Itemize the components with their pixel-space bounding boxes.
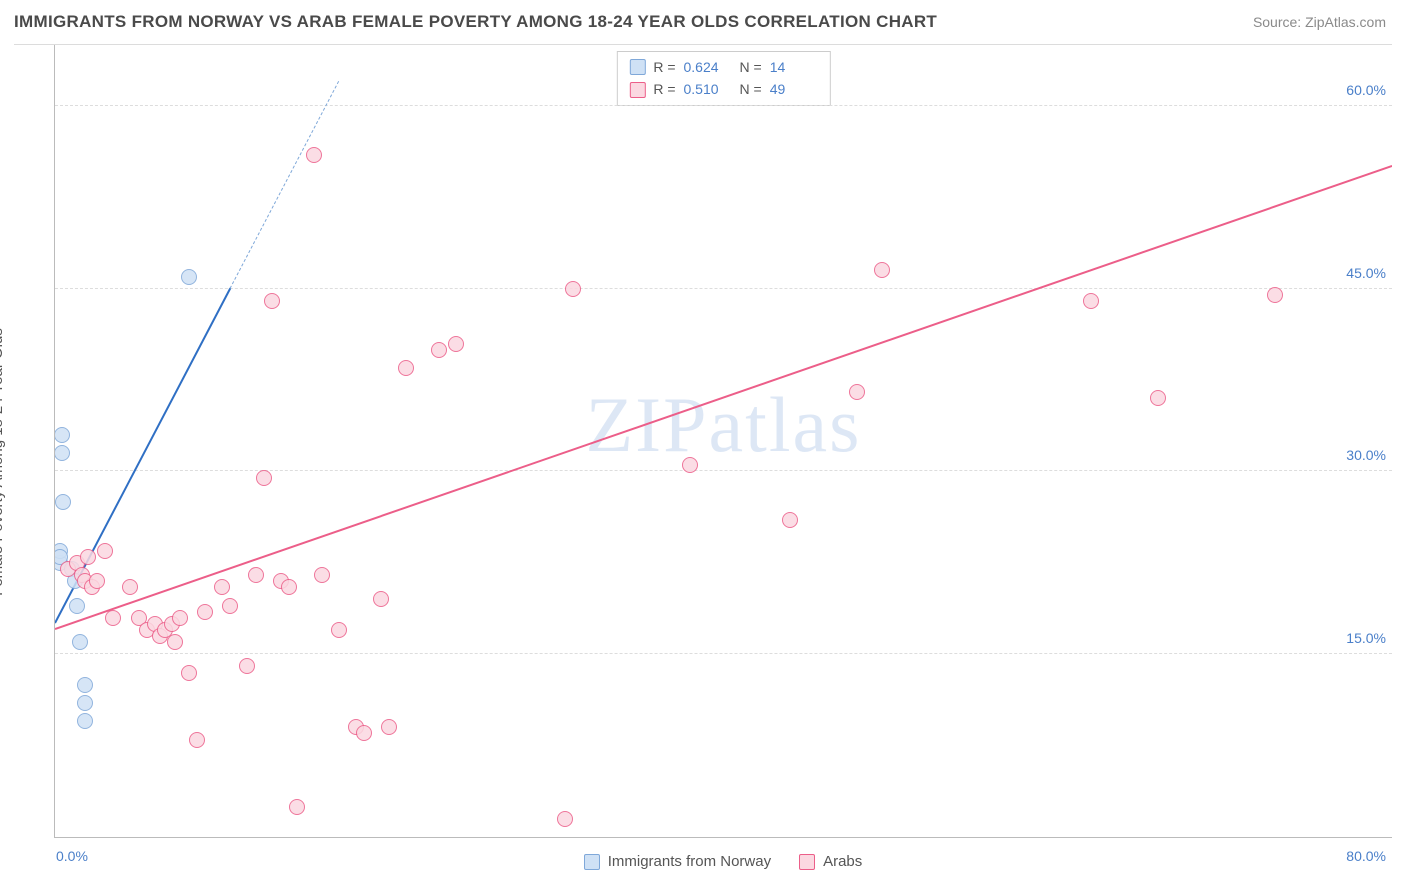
data-point xyxy=(122,579,138,595)
data-point xyxy=(306,147,322,163)
stat-label-r: R = xyxy=(653,56,675,78)
correlation-stats-box: R = 0.624 N = 14 R = 0.510 N = 49 xyxy=(616,51,830,106)
data-point xyxy=(80,549,96,565)
y-tick-label: 30.0% xyxy=(1346,447,1386,463)
data-point xyxy=(181,269,197,285)
stat-r-value-2: 0.510 xyxy=(684,78,732,100)
data-point xyxy=(373,591,389,607)
data-point xyxy=(331,622,347,638)
gridline xyxy=(55,105,1392,106)
trend-line xyxy=(230,81,340,289)
gridline xyxy=(55,288,1392,289)
data-point xyxy=(264,293,280,309)
data-point xyxy=(54,445,70,461)
data-point xyxy=(214,579,230,595)
chart-container: Female Poverty Among 18-24 Year Olds ZIP… xyxy=(14,44,1392,878)
x-tick xyxy=(1058,837,1059,838)
stat-n-value-2: 49 xyxy=(770,78,818,100)
plot-area: ZIPatlas R = 0.624 N = 14 R = 0.510 N = … xyxy=(54,45,1392,838)
data-point xyxy=(431,342,447,358)
stat-label-n: N = xyxy=(740,78,762,100)
y-tick-label: 45.0% xyxy=(1346,265,1386,281)
legend-label-2: Arabs xyxy=(823,853,862,870)
data-point xyxy=(256,470,272,486)
y-tick-label: 60.0% xyxy=(1346,82,1386,98)
data-point xyxy=(181,665,197,681)
data-point xyxy=(69,598,85,614)
data-point xyxy=(172,610,188,626)
data-point xyxy=(1083,293,1099,309)
data-point xyxy=(874,262,890,278)
swatch-icon xyxy=(584,854,600,870)
stat-label-n: N = xyxy=(740,56,762,78)
data-point xyxy=(782,512,798,528)
data-point xyxy=(1267,287,1283,303)
swatch-icon xyxy=(629,59,645,75)
data-point xyxy=(248,567,264,583)
data-point xyxy=(97,543,113,559)
stat-label-r: R = xyxy=(653,78,675,100)
data-point xyxy=(189,732,205,748)
chart-title: IMMIGRANTS FROM NORWAY VS ARAB FEMALE PO… xyxy=(14,12,937,32)
data-point xyxy=(849,384,865,400)
data-point xyxy=(89,573,105,589)
data-point xyxy=(557,811,573,827)
stat-n-value-1: 14 xyxy=(770,56,818,78)
x-tick xyxy=(1225,837,1226,838)
x-tick xyxy=(222,837,223,838)
bottom-legend: Immigrants from Norway Arabs xyxy=(54,853,1392,870)
chart-source: Source: ZipAtlas.com xyxy=(1253,14,1386,30)
data-point xyxy=(356,725,372,741)
watermark: ZIPatlas xyxy=(586,380,862,470)
trend-line xyxy=(55,165,1392,630)
y-axis-title: Female Poverty Among 18-24 Year Olds xyxy=(0,328,6,596)
legend-label-1: Immigrants from Norway xyxy=(608,853,771,870)
stats-row-series1: R = 0.624 N = 14 xyxy=(629,56,817,78)
data-point xyxy=(239,658,255,674)
data-point xyxy=(222,598,238,614)
data-point xyxy=(54,427,70,443)
swatch-icon xyxy=(799,854,815,870)
data-point xyxy=(77,695,93,711)
data-point xyxy=(281,579,297,595)
data-point xyxy=(682,457,698,473)
data-point xyxy=(77,713,93,729)
x-tick xyxy=(724,837,725,838)
gridline xyxy=(55,653,1392,654)
data-point xyxy=(381,719,397,735)
stats-row-series2: R = 0.510 N = 49 xyxy=(629,78,817,100)
y-tick-label: 15.0% xyxy=(1346,630,1386,646)
data-point xyxy=(55,494,71,510)
swatch-icon xyxy=(629,82,645,98)
gridline xyxy=(55,470,1392,471)
data-point xyxy=(448,336,464,352)
data-point xyxy=(72,634,88,650)
data-point xyxy=(167,634,183,650)
data-point xyxy=(565,281,581,297)
x-tick xyxy=(389,837,390,838)
chart-header: IMMIGRANTS FROM NORWAY VS ARAB FEMALE PO… xyxy=(0,0,1406,40)
legend-item-series1: Immigrants from Norway xyxy=(584,853,771,870)
data-point xyxy=(77,677,93,693)
x-tick xyxy=(891,837,892,838)
data-point xyxy=(105,610,121,626)
x-tick xyxy=(556,837,557,838)
stat-r-value-1: 0.624 xyxy=(684,56,732,78)
data-point xyxy=(314,567,330,583)
data-point xyxy=(197,604,213,620)
data-point xyxy=(289,799,305,815)
data-point xyxy=(1150,390,1166,406)
legend-item-series2: Arabs xyxy=(799,853,862,870)
data-point xyxy=(398,360,414,376)
